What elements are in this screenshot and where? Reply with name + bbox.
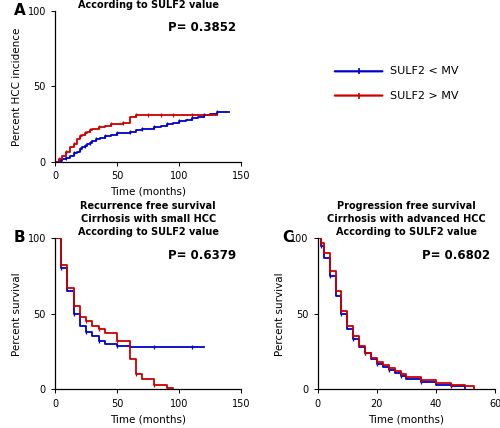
Text: P= 0.6802: P= 0.6802 bbox=[422, 249, 490, 262]
Title: Progression free survival
Cirrhosis with advanced HCC
According to SULF2 value: Progression free survival Cirrhosis with… bbox=[327, 201, 486, 237]
Title: Recurrence free survival
Cirrhosis with small HCC
According to SULF2 value: Recurrence free survival Cirrhosis with … bbox=[78, 201, 218, 237]
Y-axis label: Percent HCC incidence: Percent HCC incidence bbox=[12, 27, 22, 146]
Text: SULF2 < MV: SULF2 < MV bbox=[390, 66, 459, 76]
Text: A: A bbox=[14, 3, 26, 18]
Text: C: C bbox=[282, 230, 294, 245]
Text: B: B bbox=[14, 230, 26, 245]
X-axis label: Time (months): Time (months) bbox=[110, 414, 186, 424]
Text: SULF2 > MV: SULF2 > MV bbox=[390, 91, 459, 101]
Title: HCC occurence
Cirrhosis without HCC
According to SULF2 value: HCC occurence Cirrhosis without HCC Acco… bbox=[78, 0, 218, 10]
Y-axis label: Percent survival: Percent survival bbox=[12, 272, 22, 356]
X-axis label: Time (months): Time (months) bbox=[110, 187, 186, 197]
Y-axis label: Percent survival: Percent survival bbox=[275, 272, 285, 356]
Text: P= 0.3852: P= 0.3852 bbox=[168, 21, 236, 34]
X-axis label: Time (months): Time (months) bbox=[368, 414, 444, 424]
Text: P= 0.6379: P= 0.6379 bbox=[168, 249, 236, 262]
